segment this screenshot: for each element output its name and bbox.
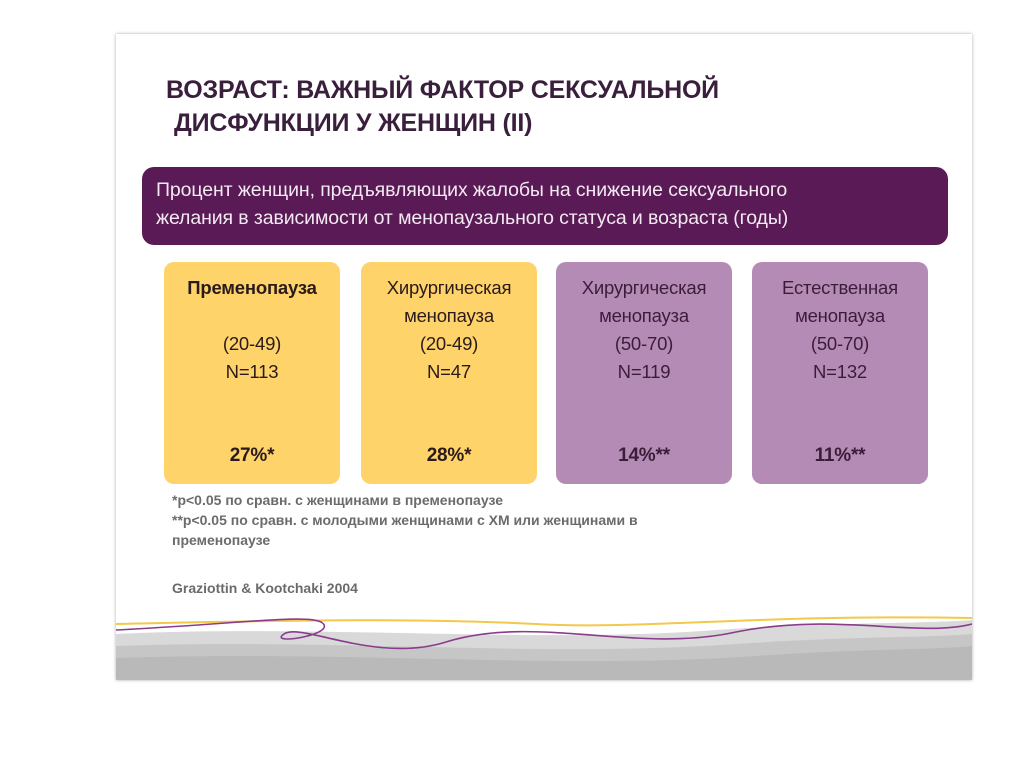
card-line: (50-70) bbox=[810, 333, 870, 354]
citation: Graziottin & Kootchaki 2004 bbox=[172, 580, 358, 596]
card-heading: Хирургическая менопауза (20-49) N=47 bbox=[361, 274, 537, 386]
card-line: (50-70) bbox=[614, 333, 674, 354]
card-line: Хирургическая bbox=[386, 277, 512, 298]
decorative-waves bbox=[116, 616, 972, 680]
card-percent: 28%* bbox=[426, 445, 472, 466]
card-line: N=47 bbox=[427, 361, 471, 382]
banner-line-2: желания в зависимости от менопаузального… bbox=[156, 207, 789, 229]
group-card-surgical-older: Хирургическая менопауза (50-70) N=119 14… bbox=[556, 262, 732, 484]
card-line: N=119 bbox=[617, 361, 671, 382]
group-card-surgical-young: Хирургическая менопауза (20-49) N=47 28%… bbox=[361, 262, 537, 484]
card-percent: 27%* bbox=[229, 445, 275, 466]
footnotes: *p<0.05 по сравн. с женщинами в пременоп… bbox=[172, 490, 872, 550]
banner-line-1: Процент женщин, предъявляющих жалобы на … bbox=[156, 179, 788, 201]
title-line-2: ДИСФУНКЦИИ У ЖЕНЩИН (II) bbox=[174, 109, 533, 137]
card-heading: Пременопауза (20-49) N=113 bbox=[164, 274, 340, 386]
group-card-premenopause: Пременопауза (20-49) N=113 27%* bbox=[164, 262, 340, 484]
card-line bbox=[164, 302, 340, 330]
card-line: Хирургическая bbox=[581, 277, 707, 298]
footnote-1: *p<0.05 по сравн. с женщинами в пременоп… bbox=[172, 492, 504, 508]
group-card-natural: Естественная менопауза (50-70) N=132 11%… bbox=[752, 262, 928, 484]
card-percent: 14%** bbox=[618, 445, 670, 466]
card-line: менопауза bbox=[795, 305, 885, 326]
title-line-1: ВОЗРАСТ: ВАЖНЫЙ ФАКТОР СЕКСУАЛЬНОЙ bbox=[166, 76, 719, 104]
card-line: N=132 bbox=[812, 361, 868, 382]
footnote-2-continued: пременопаузе bbox=[172, 532, 271, 548]
card-line: N=113 bbox=[225, 361, 279, 382]
card-line: Пременопауза bbox=[187, 277, 317, 298]
card-percent: 11%** bbox=[814, 445, 866, 466]
card-line: (20-49) bbox=[222, 333, 282, 354]
card-line: менопауза bbox=[599, 305, 689, 326]
card-heading: Хирургическая менопауза (50-70) N=119 bbox=[556, 274, 732, 386]
card-line: (20-49) bbox=[419, 333, 479, 354]
subtitle-banner: Процент женщин, предъявляющих жалобы на … bbox=[142, 167, 948, 245]
slide: ВОЗРАСТ: ВАЖНЫЙ ФАКТОР СЕКСУАЛЬНОЙ ДИСФУ… bbox=[116, 34, 972, 680]
slide-title: ВОЗРАСТ: ВАЖНЫЙ ФАКТОР СЕКСУАЛЬНОЙ ДИСФУ… bbox=[166, 74, 886, 140]
card-line: менопауза bbox=[404, 305, 494, 326]
card-heading: Естественная менопауза (50-70) N=132 bbox=[752, 274, 928, 386]
card-line: Естественная bbox=[782, 277, 898, 298]
footnote-2: **p<0.05 по сравн. с молодыми женщинами … bbox=[172, 512, 638, 528]
